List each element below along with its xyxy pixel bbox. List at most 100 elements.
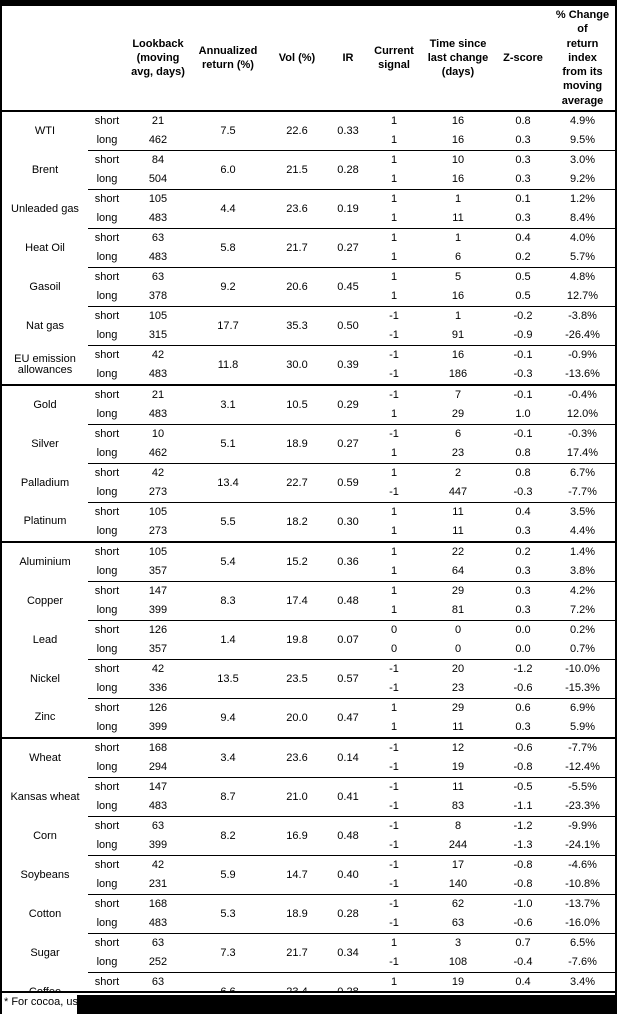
lookback-value: 168 — [126, 737, 190, 759]
lookback-value: 84 — [126, 150, 190, 171]
table-row: Zinc short 126 9.4 20.0 0.47 1 29 0.6 6.9% — [2, 698, 615, 739]
horizon-label: short — [88, 424, 126, 445]
horizon-label: short — [88, 189, 126, 210]
pct-change-value: -9.9% — [550, 816, 615, 837]
lookback-value: 42 — [126, 463, 190, 484]
time-since-value: 22 — [420, 541, 496, 563]
vol-value: 20.0 — [266, 698, 328, 739]
z-score-value: -0.6 — [513, 917, 533, 930]
z-score-value: -1.3 — [513, 839, 533, 852]
horizon-label: short — [88, 345, 126, 366]
lookback-value: 399 — [148, 604, 168, 617]
time-since-value: 108 — [448, 956, 468, 969]
current-signal-value: 1 — [390, 408, 398, 421]
table-row: long 378 1 16 0.5 12.7% — [2, 287, 615, 307]
z-score-value: 0.0 — [496, 620, 550, 641]
ir-value: 0.27 — [328, 424, 368, 464]
current-signal-value: 1 — [368, 933, 420, 954]
pct-change-value: -7.7% — [550, 737, 615, 759]
lookback-value: 483 — [148, 917, 168, 930]
table-row: WTI short 21 7.5 22.6 0.33 1 16 0.8 4.9% — [2, 111, 615, 137]
current-signal-value: 1 — [390, 447, 398, 460]
horizon-label: long — [96, 721, 118, 734]
table-row: Wheat short 168 3.4 23.6 0.14 -1 12 -0.6 -7.7% — [2, 737, 615, 778]
z-score-value: -0.1 — [496, 345, 550, 366]
commodity-name: Silver — [31, 437, 59, 450]
z-score-value: 0.1 — [496, 189, 550, 210]
footnote-text: * For cocoa, uses c — [4, 996, 99, 1008]
current-signal-value: 1 — [368, 581, 420, 602]
horizon-label: long — [96, 565, 118, 578]
table-row: Gasoil short 63 9.2 20.6 0.45 1 5 0.5 4.8% — [2, 267, 615, 307]
lookback-value: 294 — [148, 761, 168, 774]
current-signal-value: -1 — [368, 384, 420, 406]
horizon-label: short — [88, 698, 126, 719]
ir-value: 0.28 — [328, 150, 368, 190]
current-signal-value: -1 — [389, 682, 399, 695]
annualized-return-value: 8.2 — [190, 816, 266, 856]
time-since-value: 10 — [420, 150, 496, 171]
col-header-vol: Vol (%) — [266, 6, 328, 113]
pct-change-value: 7.2% — [569, 604, 596, 617]
z-score-value: 0.8 — [496, 463, 550, 484]
time-since-value: 1 — [420, 189, 496, 210]
ir-value: 0.41 — [328, 777, 368, 817]
table-row: long 399 1 81 0.3 7.2% — [2, 601, 615, 621]
pct-change-value: 1.4% — [550, 541, 615, 563]
table-row: Kansas wheat short 147 8.7 21.0 0.41 -1 11 -0.5-… — [2, 777, 615, 817]
lookback-value: 399 — [148, 839, 168, 852]
lookback-value: 483 — [148, 368, 168, 381]
table-row: Coffeeshort636.623.40.281190.43.4% — [2, 972, 615, 1012]
pct-change-value: 4.4% — [569, 525, 596, 538]
commodity-name: Wheat — [2, 737, 88, 778]
table-row: long 399 1 11 0.3 5.9% — [2, 718, 615, 738]
table-top-rule — [2, 0, 615, 6]
current-signal-value: -1 — [368, 424, 420, 445]
vol-value: 19.8 — [266, 620, 328, 660]
horizon-label: short — [88, 150, 126, 171]
z-score-value: 0.3 — [515, 721, 531, 734]
z-score-value: -0.5 — [496, 777, 550, 798]
pct-change-value: -0.4% — [550, 384, 615, 406]
horizon-label: short — [88, 933, 126, 954]
time-since-value: 23 — [451, 447, 465, 460]
horizon-label: short — [88, 306, 126, 327]
time-since-value: 12 — [420, 737, 496, 759]
horizon-label: long — [96, 643, 118, 656]
pct-change-value: -26.4% — [565, 329, 600, 342]
pct-change-value: -7.6% — [568, 956, 597, 969]
table-row: Brent short 84 6.0 21.5 0.28 1 10 0.3 3.0% — [2, 150, 615, 190]
time-since-value: 62 — [420, 894, 496, 915]
time-since-value: 6 — [420, 424, 496, 445]
current-signal-value: -1 — [389, 486, 399, 499]
time-since-value: 0 — [454, 643, 462, 656]
annualized-return-value: 5.4 — [190, 541, 266, 582]
annualized-return-value: 11.8 — [190, 345, 266, 386]
horizon-label: short — [88, 502, 126, 523]
ir-value: 0.59 — [328, 463, 368, 503]
annualized-return-value: 13.5 — [190, 659, 266, 699]
pct-change-value: -12.4% — [565, 761, 600, 774]
commodity-name: Zinc — [34, 711, 56, 724]
z-score-value: 0.3 — [515, 212, 531, 225]
pct-change-value: 0.2% — [550, 620, 615, 641]
lookback-value: 10 — [126, 424, 190, 445]
current-signal-value: -1 — [389, 839, 399, 852]
commodity-name: Soybeans — [20, 868, 70, 881]
current-signal-value: 1 — [390, 525, 398, 538]
current-signal-value: -1 — [368, 659, 420, 680]
z-score-value: -0.4 — [513, 956, 533, 969]
table-row: long 357 1 64 0.3 3.8% — [2, 562, 615, 582]
z-score-value: 0.3 — [515, 173, 531, 186]
table-row: long 252 -1 108 -0.4 -7.6% — [2, 953, 615, 973]
lookback-value: 357 — [148, 565, 168, 578]
time-since-value: 16 — [451, 115, 465, 128]
time-since-value: 64 — [451, 565, 465, 578]
table-row: Palladium short 42 13.4 22.7 0.59 1 2 0.8 6.7% — [2, 463, 615, 503]
time-since-value: 17 — [420, 855, 496, 876]
annualized-return-value: 9.4 — [190, 698, 266, 739]
current-signal-value: 1 — [390, 173, 398, 186]
current-signal-value: -1 — [389, 800, 399, 813]
current-signal-value: 0 — [368, 620, 420, 641]
time-since-value: 23 — [451, 682, 465, 695]
